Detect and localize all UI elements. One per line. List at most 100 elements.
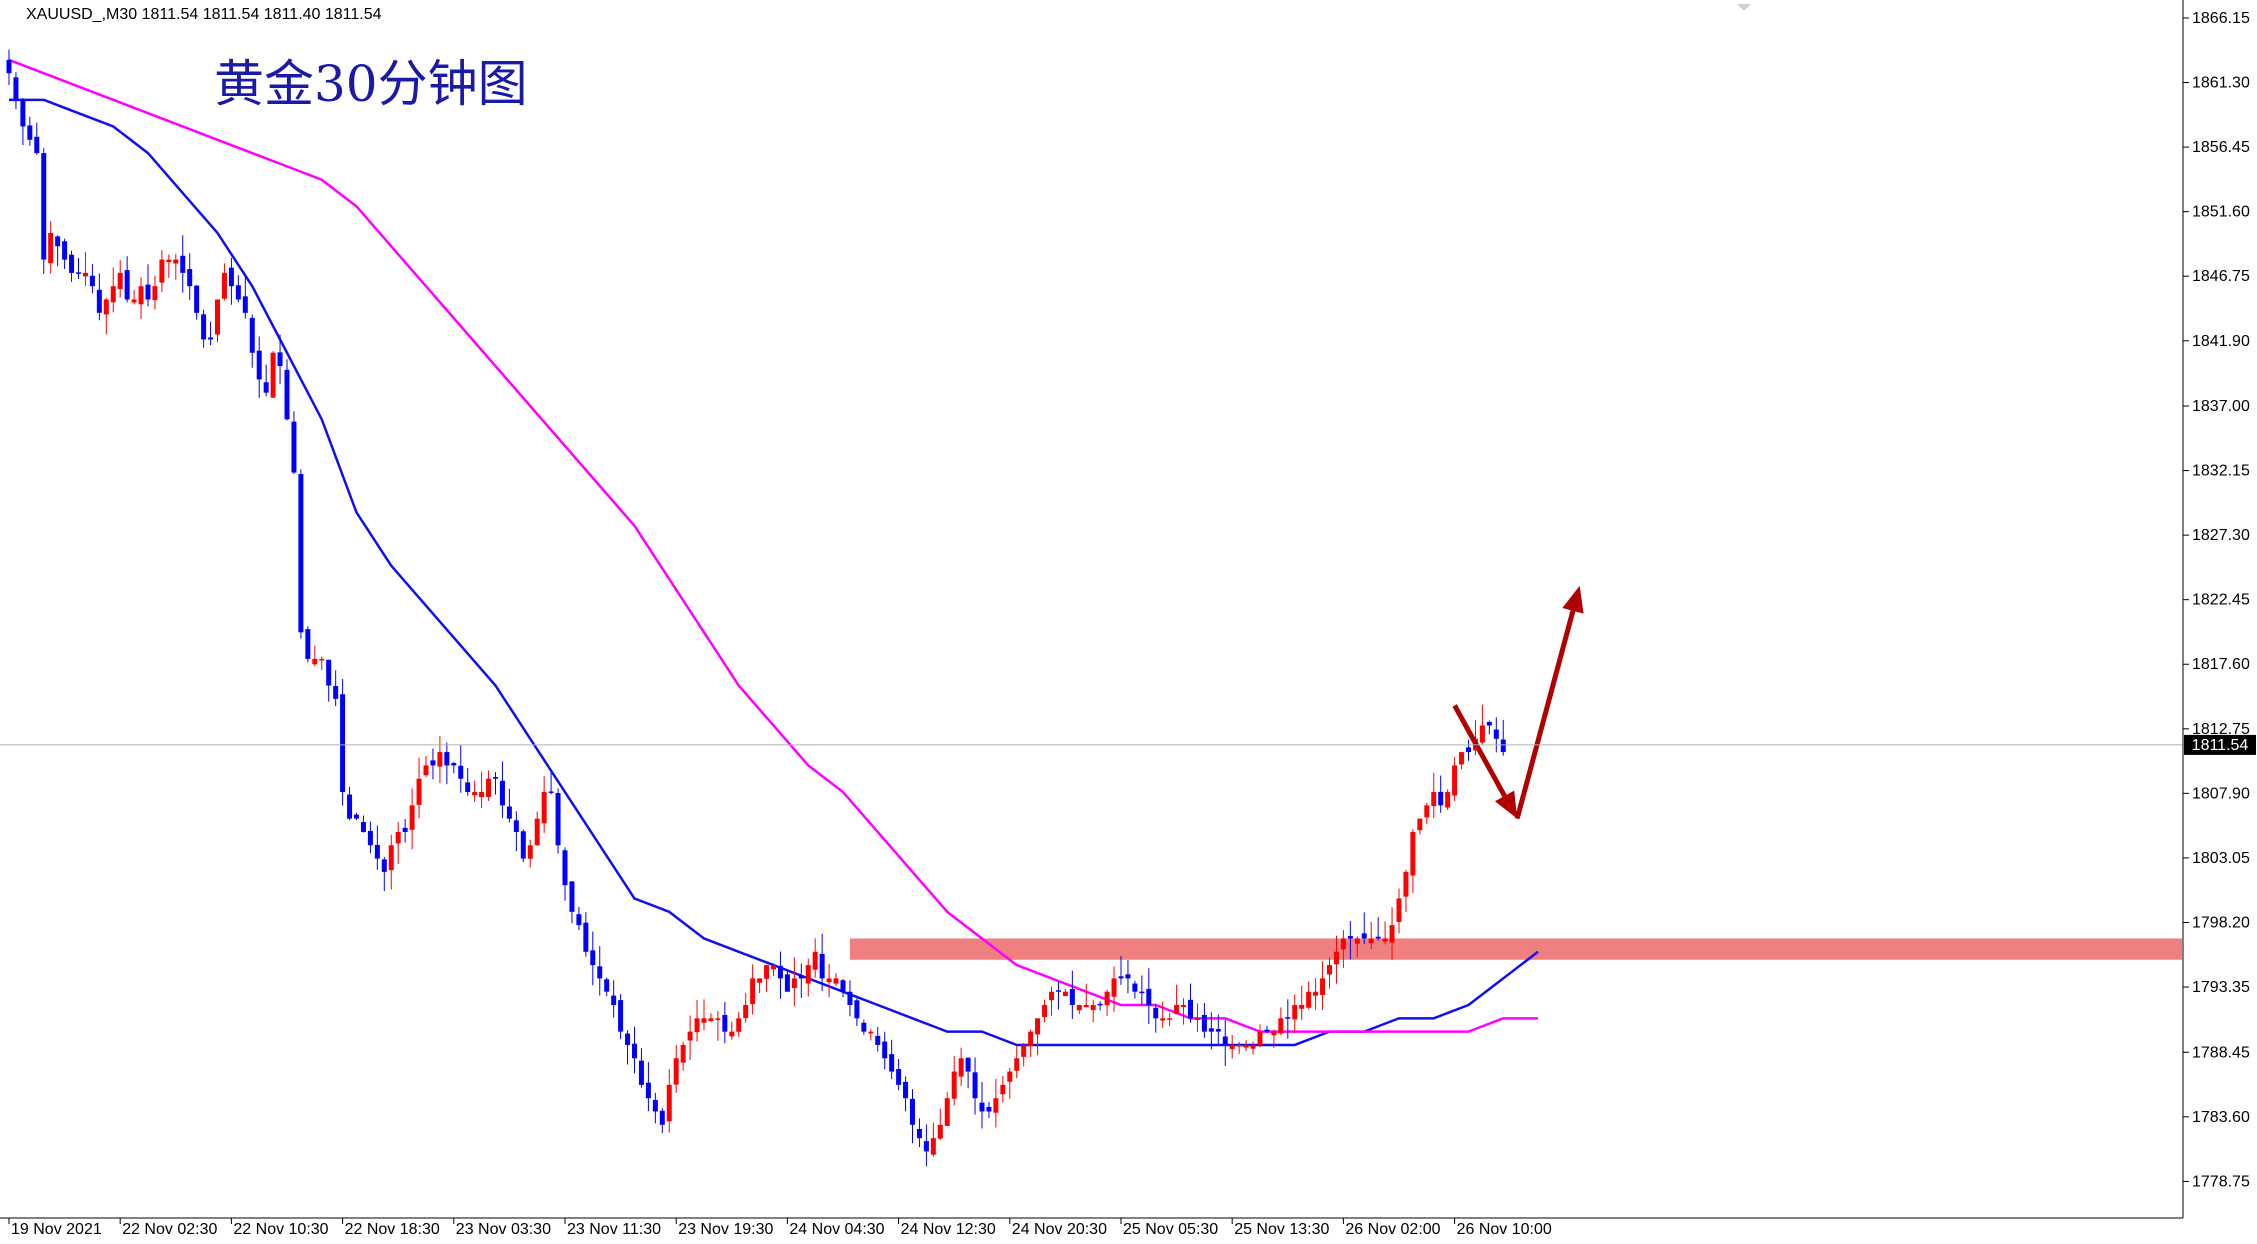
bear-candle xyxy=(1285,999,1291,1039)
bear-candle xyxy=(972,1057,978,1115)
bear-candle xyxy=(513,811,519,852)
bear-candle xyxy=(882,1031,888,1070)
bear-candle xyxy=(6,49,12,86)
bull-candle xyxy=(1271,1029,1277,1048)
price-tick-label: 1793.35 xyxy=(2192,979,2250,996)
bull-candle xyxy=(1299,985,1305,1021)
bull-candle xyxy=(930,1122,936,1157)
bear-candle xyxy=(249,314,255,368)
bull-candle xyxy=(215,299,220,343)
bear-candle xyxy=(55,235,61,267)
bull-candle xyxy=(1340,930,1346,969)
bull-candle xyxy=(708,1013,714,1023)
bear-candle xyxy=(326,659,332,702)
bull-candle xyxy=(1000,1076,1006,1103)
bull-candle xyxy=(729,1021,735,1040)
bear-candle xyxy=(618,994,624,1040)
bull-candle xyxy=(1194,1003,1200,1032)
bear-candle xyxy=(263,364,269,397)
chart-shift-marker-icon[interactable] xyxy=(1737,4,1751,11)
bull-candle xyxy=(812,938,818,978)
bull-candle xyxy=(1181,998,1187,1025)
bear-candle xyxy=(861,1019,867,1035)
price-tick-label: 1812.75 xyxy=(2192,721,2250,738)
bull-candle xyxy=(791,957,797,1007)
bear-candle xyxy=(986,1102,992,1118)
bear-candle xyxy=(1201,1003,1207,1038)
price-tick-label: 1822.45 xyxy=(2192,592,2250,609)
bear-candle xyxy=(493,772,498,795)
bull-candle xyxy=(868,1029,874,1041)
bear-candle xyxy=(1215,1014,1221,1045)
bear-candle xyxy=(347,786,353,821)
bull-candle xyxy=(1292,994,1298,1033)
time-tick-label: 25 Nov 05:30 xyxy=(1123,1221,1218,1238)
bull-candle xyxy=(423,756,429,777)
bear-candle xyxy=(652,1092,658,1124)
bear-candle xyxy=(819,933,825,992)
bear-candle xyxy=(458,744,464,793)
bear-candle xyxy=(1222,1019,1228,1067)
bull-candle xyxy=(388,834,394,890)
bear-candle xyxy=(659,1108,665,1134)
time-tick-label: 26 Nov 02:00 xyxy=(1345,1221,1440,1238)
bull-candle xyxy=(1320,961,1326,1011)
bear-candle xyxy=(1146,968,1152,1025)
time-tick-label: 23 Nov 19:30 xyxy=(678,1221,773,1238)
bull-candle xyxy=(826,963,832,998)
bull-candle xyxy=(715,1010,721,1041)
bear-candle xyxy=(305,626,311,663)
bull-candle xyxy=(82,251,88,286)
bear-candle xyxy=(1208,1012,1214,1050)
bear-candle xyxy=(847,980,853,1017)
bull-candle xyxy=(173,253,179,280)
bull-candle xyxy=(694,999,700,1042)
bull-candle xyxy=(1354,936,1360,958)
bear-candle xyxy=(180,235,186,293)
bull-candle xyxy=(1250,1041,1256,1055)
bear-candle xyxy=(965,1057,971,1089)
price-tick-label: 1817.60 xyxy=(2192,656,2250,673)
time-tick-label: 23 Nov 03:30 xyxy=(456,1221,551,1238)
chart-title: 黄金30分钟图 xyxy=(214,55,528,113)
bear-candle xyxy=(340,679,346,806)
bear-candle xyxy=(896,1059,902,1091)
bull-candle xyxy=(534,811,540,846)
bull-candle xyxy=(1424,802,1430,824)
bull-candle xyxy=(1049,986,1054,1016)
bear-candle xyxy=(1438,775,1444,813)
bear-candle xyxy=(555,788,561,854)
bear-candle xyxy=(722,1001,728,1044)
bear-candle xyxy=(1466,739,1471,761)
bull-candle xyxy=(833,973,839,987)
bull-candle xyxy=(1021,1043,1027,1067)
bull-candle xyxy=(1083,983,1089,1008)
time-tick-label: 24 Nov 12:30 xyxy=(901,1221,996,1238)
bull-candle xyxy=(750,964,756,1015)
bear-candle xyxy=(506,788,512,823)
bear-candle xyxy=(1055,981,1061,1010)
bull-candle xyxy=(1431,772,1437,818)
bull-candle xyxy=(312,645,318,667)
bear-candle xyxy=(576,906,582,931)
bear-candle xyxy=(69,250,75,282)
bear-candle xyxy=(910,1089,915,1144)
bear-candle xyxy=(444,742,450,785)
bear-candle xyxy=(13,72,19,110)
bear-candle xyxy=(583,912,589,957)
bull-candle xyxy=(1243,1039,1249,1052)
bull-candle xyxy=(1167,1013,1173,1027)
bear-candle xyxy=(979,1082,985,1129)
bear-candle xyxy=(367,821,373,854)
bear-candle xyxy=(1347,921,1353,960)
bear-candle xyxy=(784,970,790,992)
bull-candle xyxy=(221,263,227,301)
time-tick-label: 19 Nov 2021 xyxy=(11,1221,102,1238)
bull-candle xyxy=(1313,978,1319,1010)
bull-candle xyxy=(958,1047,964,1087)
bull-candle xyxy=(152,275,158,310)
bull-candle xyxy=(1278,1007,1284,1036)
candles-layer xyxy=(6,49,1506,1167)
